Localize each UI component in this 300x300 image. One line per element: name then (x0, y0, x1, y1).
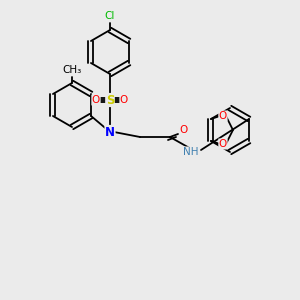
Text: Cl: Cl (105, 11, 115, 21)
Text: N: N (105, 125, 115, 139)
Text: O: O (219, 111, 227, 121)
Text: NH: NH (183, 147, 199, 157)
Text: CH₃: CH₃ (62, 65, 82, 75)
Text: O: O (219, 139, 227, 149)
Text: O: O (120, 95, 128, 105)
Text: O: O (92, 95, 100, 105)
Text: O: O (180, 125, 188, 135)
Text: S: S (106, 94, 114, 106)
